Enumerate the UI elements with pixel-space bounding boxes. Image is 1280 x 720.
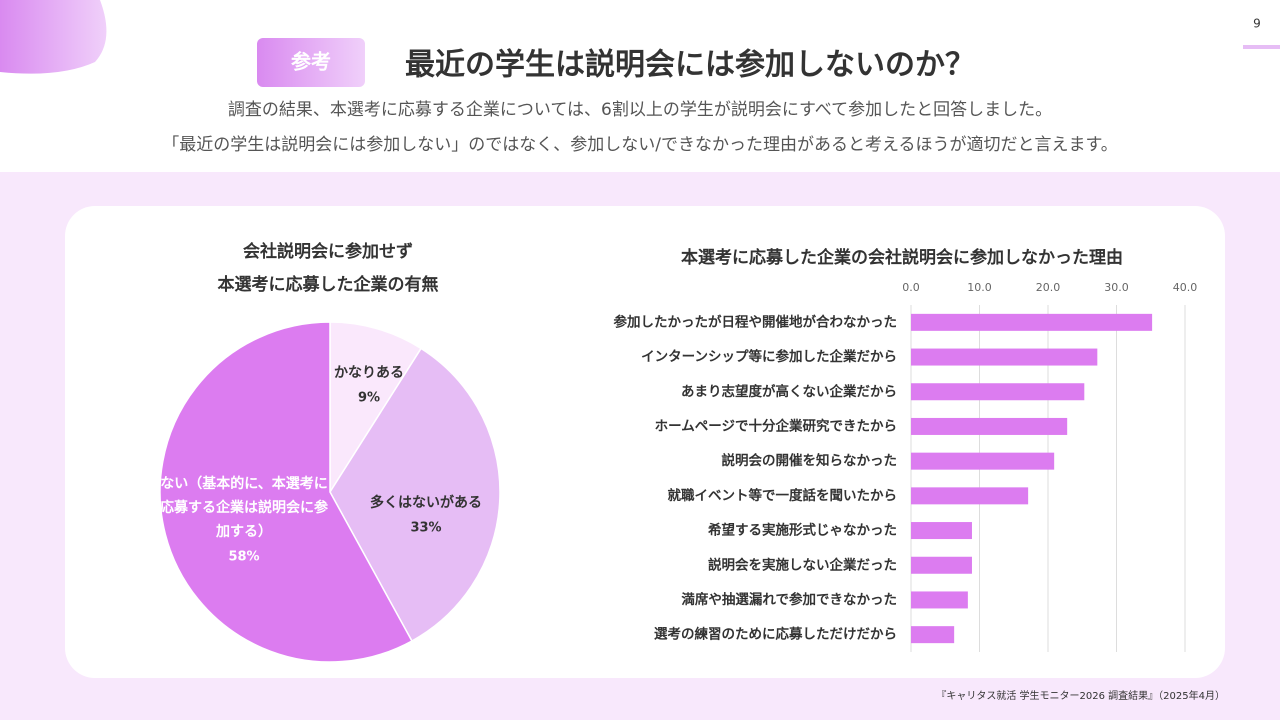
subtitle: 「最近の学生は説明会には参加しない」のではなく、参加しない/できなかった理由があ… bbox=[162, 135, 1118, 155]
y-tick-label: 参加したかったが日程や開催地が合わなかった bbox=[614, 313, 898, 330]
title: 最近の学生は説明会には参加しないのか？ bbox=[405, 48, 975, 83]
y-tick-label: インターンシップ等に参加した企業だから bbox=[641, 348, 897, 365]
bar bbox=[911, 383, 1085, 401]
bar bbox=[911, 626, 955, 644]
slice-label: ない（基本的に、本選考に応募する企業は説明会に参加する） bbox=[160, 476, 328, 540]
chart-title: 本選考に応募した企業の会社説明会に参加しなかった理由 bbox=[681, 247, 1123, 268]
chart-title: 本選考に応募した企業の有無 bbox=[218, 274, 439, 295]
y-tick-label: 希望する実施形式じゃなかった bbox=[708, 522, 897, 539]
x-tick-label: 30.0 bbox=[1104, 281, 1129, 294]
bar bbox=[911, 452, 1055, 470]
bar bbox=[911, 313, 1153, 331]
bar bbox=[911, 348, 1098, 366]
page-bar bbox=[1243, 45, 1280, 49]
corner-blob bbox=[0, 0, 107, 74]
y-tick-label: 説明会を実施しない企業だった bbox=[708, 556, 897, 573]
chart-title: 会社説明会に参加せず bbox=[243, 241, 413, 262]
x-tick-label: 40.0 bbox=[1173, 281, 1198, 294]
slice-value: 9% bbox=[358, 391, 380, 406]
tag: 参考 bbox=[291, 50, 331, 74]
pie-slice bbox=[159, 321, 413, 663]
slice-label: 多くはないがある bbox=[370, 494, 482, 511]
x-tick-label: 10.0 bbox=[967, 281, 992, 294]
tag-box bbox=[257, 38, 365, 87]
subtitle: 調査の結果、本選考に応募する企業については、6割以上の学生が説明会にすべて参加し… bbox=[228, 100, 1052, 120]
slice-label: かなりある bbox=[334, 365, 404, 381]
slice-value: 58% bbox=[228, 550, 259, 565]
y-tick-label: 説明会の開催を知らなかった bbox=[722, 452, 898, 469]
pie-slice bbox=[329, 321, 423, 495]
slice-value: 33% bbox=[410, 521, 441, 536]
x-tick-label: 20.0 bbox=[1036, 281, 1061, 294]
bar bbox=[911, 522, 972, 540]
source: 『キャリタス就活 学生モニター2026 調査結果』（2025年4月） bbox=[936, 689, 1225, 702]
y-tick-label: 満席や抽選漏れで参加できなかった bbox=[681, 591, 897, 608]
bar bbox=[911, 556, 972, 574]
bar bbox=[911, 591, 968, 609]
y-tick-label: 選考の練習のために応募しただけだから bbox=[654, 626, 897, 643]
x-tick-label: 0.0 bbox=[902, 281, 920, 294]
y-tick-label: あまり志望度が高くない企業だから bbox=[681, 383, 897, 400]
y-tick-label: 就職イベント等で一度話を聞いたから bbox=[668, 487, 898, 504]
bar bbox=[911, 487, 1029, 505]
y-tick-label: ホームページで十分企業研究できたから bbox=[655, 417, 897, 434]
page-number: 9 bbox=[1253, 17, 1261, 31]
bar bbox=[911, 417, 1068, 435]
